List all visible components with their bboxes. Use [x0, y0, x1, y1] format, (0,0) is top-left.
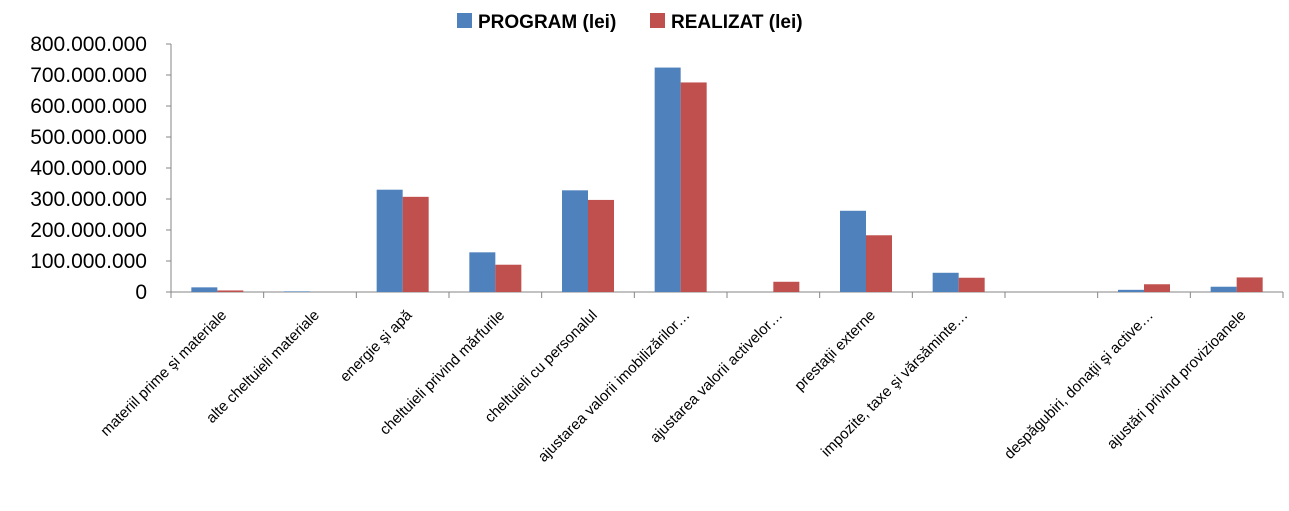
- legend-swatch: [650, 13, 665, 28]
- bar-realizat: [866, 235, 892, 292]
- legend-label: REALIZAT (lei): [671, 12, 803, 33]
- y-tick-label: 0: [135, 281, 147, 304]
- x-category-label: ajustarea valorii imobilizărilor…: [535, 307, 694, 466]
- x-category-label: energie şi apă: [337, 306, 416, 385]
- legend-label: PROGRAM (lei): [478, 12, 616, 33]
- bar-realizat: [773, 281, 800, 292]
- y-tick-label: 600.000.000: [30, 95, 147, 118]
- bar-realizat: [1144, 284, 1170, 292]
- y-tick-label: 400.000.000: [30, 157, 147, 180]
- bar-program: [654, 67, 681, 292]
- x-category-label: impozite, taxe şi vărsăminte…: [818, 307, 971, 460]
- bar-program: [840, 210, 866, 292]
- y-tick-label: 800.000.000: [30, 33, 147, 56]
- bar-realizat: [588, 199, 614, 292]
- bar-realizat: [217, 290, 244, 292]
- bars: [191, 67, 1263, 292]
- bar-realizat: [958, 277, 985, 292]
- x-category-label: prestaţii externe: [791, 307, 878, 394]
- bar-realizat: [680, 82, 707, 292]
- bar-program: [376, 189, 403, 292]
- legend-swatch: [457, 13, 472, 28]
- y-axis: 0 100.000.000 200.000.000 300.000.000 400.00…: [30, 33, 172, 304]
- x-axis: [170, 291, 1284, 298]
- bar-realizat: [1236, 277, 1263, 292]
- legend: PROGRAM (lei) REALIZAT (lei): [457, 12, 803, 33]
- bar-realizat: [402, 196, 429, 292]
- bar-program: [284, 291, 310, 292]
- bar-realizat: [495, 264, 522, 292]
- bar-program: [562, 190, 588, 292]
- y-tick-label: 200.000.000: [30, 219, 147, 242]
- y-tick-label: 700.000.000: [30, 64, 147, 87]
- bar-program: [469, 252, 496, 292]
- bar-program: [932, 272, 959, 292]
- y-tick-label: 300.000.000: [30, 188, 147, 211]
- bar-program: [1210, 286, 1237, 292]
- bar-program: [191, 287, 218, 292]
- y-tick-label: 500.000.000: [30, 126, 147, 149]
- bar-program: [1118, 289, 1144, 292]
- x-category-label: despăgubiri, donaţii şi active…: [1001, 307, 1157, 463]
- y-tick-label: 100.000.000: [30, 250, 147, 273]
